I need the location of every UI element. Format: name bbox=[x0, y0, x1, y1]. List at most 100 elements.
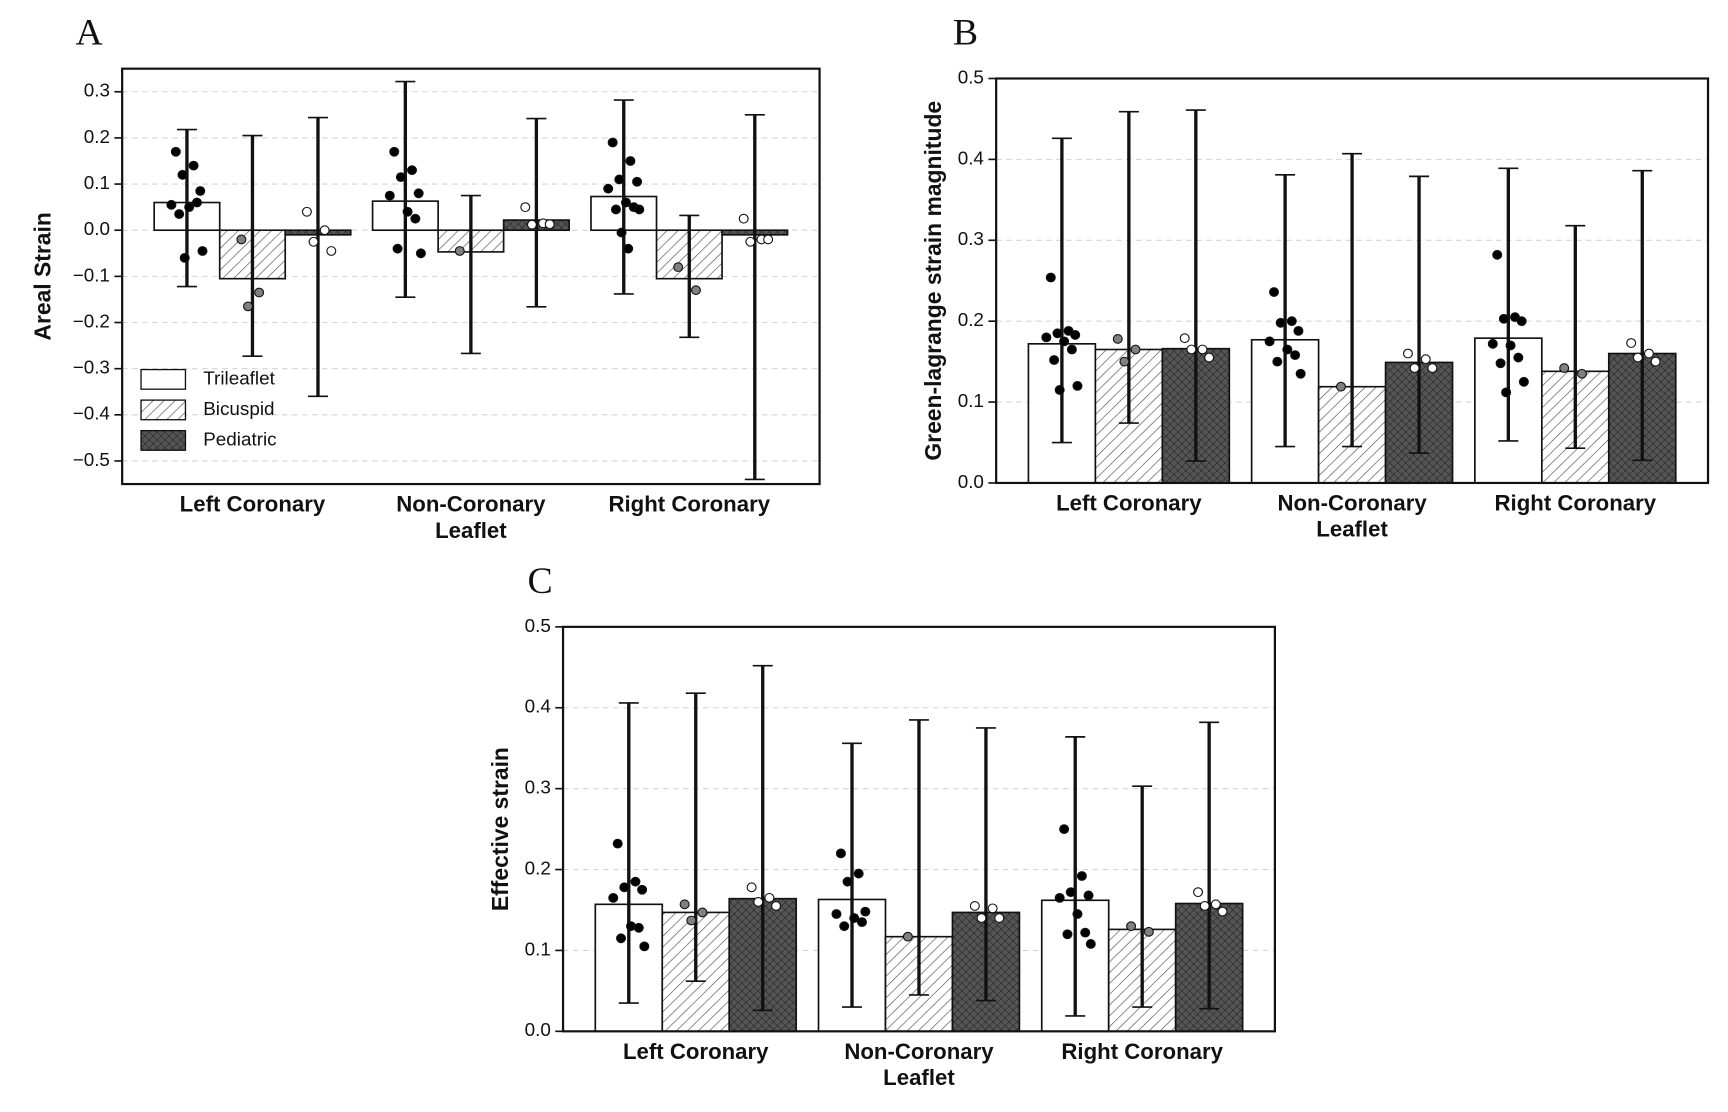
data-point bbox=[1495, 358, 1506, 369]
data-point bbox=[839, 921, 850, 932]
legend-swatch bbox=[140, 368, 187, 390]
data-point bbox=[831, 909, 842, 919]
data-point bbox=[236, 234, 247, 245]
y-tick-label: 0.0 bbox=[525, 1019, 551, 1040]
data-point bbox=[174, 209, 185, 219]
plot-frame bbox=[561, 625, 1277, 1033]
data-point bbox=[976, 913, 987, 923]
data-point bbox=[1409, 363, 1420, 373]
data-point bbox=[745, 236, 756, 247]
x-axis-label: Leaflet bbox=[1316, 517, 1388, 542]
data-point bbox=[697, 907, 708, 918]
x-tick-label: Non-Coronary bbox=[1277, 491, 1427, 516]
data-point bbox=[633, 922, 644, 933]
data-point bbox=[1293, 325, 1304, 336]
data-point bbox=[197, 246, 208, 256]
x-tick-label: Right Coronary bbox=[1061, 1039, 1223, 1064]
y-tick-label: 0.5 bbox=[958, 67, 984, 88]
x-tick-label: Left Coronary bbox=[623, 1039, 769, 1064]
data-point bbox=[634, 204, 645, 215]
data-point bbox=[969, 901, 980, 911]
data-point bbox=[179, 252, 190, 263]
data-point bbox=[1054, 385, 1065, 395]
y-axis-label: Areal Strain bbox=[29, 212, 55, 340]
data-point bbox=[1559, 363, 1570, 373]
data-point bbox=[402, 206, 413, 217]
data-point bbox=[1076, 871, 1087, 881]
data-point bbox=[753, 896, 764, 907]
data-point bbox=[1492, 249, 1503, 260]
data-point bbox=[1126, 921, 1137, 932]
data-point bbox=[632, 176, 643, 187]
data-point bbox=[319, 225, 330, 236]
data-point bbox=[413, 188, 424, 199]
data-point bbox=[1072, 909, 1083, 919]
data-point bbox=[326, 246, 337, 256]
x-tick-label: Non-Coronary bbox=[396, 492, 546, 517]
data-point bbox=[1498, 313, 1509, 324]
data-point bbox=[610, 204, 621, 215]
data-point bbox=[620, 197, 631, 208]
data-point bbox=[630, 876, 641, 887]
y-tick-label: −0.5 bbox=[73, 449, 110, 470]
data-point bbox=[1643, 348, 1654, 359]
data-point bbox=[1427, 363, 1438, 373]
legend-label: Bicuspid bbox=[203, 398, 274, 419]
data-point bbox=[1049, 355, 1060, 365]
data-point bbox=[842, 876, 853, 887]
data-point bbox=[1197, 344, 1208, 355]
data-point bbox=[771, 901, 782, 911]
data-point bbox=[1264, 336, 1275, 347]
x-tick-label: Right Coronary bbox=[608, 492, 770, 517]
y-tick-label: 0.2 bbox=[525, 858, 551, 879]
data-point bbox=[1487, 338, 1498, 349]
data-point bbox=[690, 285, 701, 296]
x-tick-label: Non-Coronary bbox=[844, 1039, 994, 1064]
data-point bbox=[623, 243, 634, 254]
x-tick-label: Right Coronary bbox=[1495, 491, 1657, 516]
data-point bbox=[1070, 330, 1081, 340]
data-point bbox=[849, 913, 860, 923]
data-point bbox=[1066, 344, 1077, 355]
data-point bbox=[170, 146, 181, 157]
data-point bbox=[1179, 333, 1190, 344]
data-point bbox=[1275, 317, 1286, 328]
data-point bbox=[1204, 352, 1215, 363]
data-point bbox=[857, 917, 867, 928]
data-point bbox=[166, 199, 177, 210]
data-point bbox=[384, 190, 395, 201]
data-point bbox=[853, 868, 864, 879]
data-point bbox=[454, 246, 465, 256]
data-point bbox=[1272, 356, 1283, 367]
data-point bbox=[544, 219, 555, 230]
data-point bbox=[1059, 824, 1070, 834]
data-point bbox=[1626, 338, 1637, 348]
data-point bbox=[1072, 380, 1083, 391]
data-point bbox=[195, 186, 206, 196]
y-tick-label: −0.3 bbox=[73, 357, 110, 378]
data-point bbox=[673, 262, 684, 273]
x-axis-label: Leaflet bbox=[883, 1065, 955, 1090]
data-point bbox=[1112, 334, 1123, 344]
data-point bbox=[1054, 892, 1065, 903]
data-point bbox=[1186, 344, 1197, 355]
data-point bbox=[1210, 899, 1221, 910]
data-point bbox=[1402, 348, 1413, 359]
y-tick-label: 0.1 bbox=[84, 172, 110, 193]
data-point bbox=[243, 301, 254, 312]
data-point bbox=[254, 287, 265, 298]
data-point bbox=[1199, 901, 1210, 911]
data-point bbox=[860, 906, 871, 917]
data-point bbox=[1062, 929, 1073, 940]
data-point bbox=[987, 903, 998, 914]
data-point bbox=[746, 882, 757, 893]
data-point bbox=[608, 892, 619, 903]
data-point bbox=[389, 146, 400, 157]
data-point bbox=[520, 202, 531, 213]
data-point bbox=[1041, 332, 1052, 343]
y-tick-label: 0.5 bbox=[525, 615, 551, 636]
data-point bbox=[738, 213, 749, 224]
data-point bbox=[686, 915, 697, 926]
y-tick-label: 0.3 bbox=[525, 777, 551, 798]
